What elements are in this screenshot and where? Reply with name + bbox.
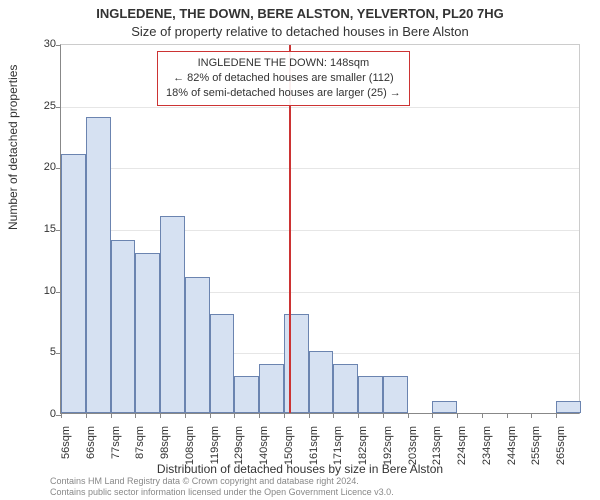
xtick-mark bbox=[234, 413, 235, 418]
ytick-label: 25 bbox=[16, 100, 56, 112]
ytick-label: 15 bbox=[16, 223, 56, 235]
histogram-bar bbox=[556, 401, 581, 413]
xtick-mark bbox=[135, 413, 136, 418]
histogram-bar bbox=[284, 314, 309, 413]
xtick-mark bbox=[408, 413, 409, 418]
histogram-bar bbox=[358, 376, 383, 413]
histogram-bar bbox=[333, 364, 358, 413]
y-axis-label: Number of detached properties bbox=[6, 65, 20, 230]
xtick-mark bbox=[259, 413, 260, 418]
histogram-bar bbox=[86, 117, 111, 413]
xtick-mark bbox=[185, 413, 186, 418]
histogram-bar bbox=[383, 376, 408, 413]
xtick-mark bbox=[432, 413, 433, 418]
xtick-mark bbox=[61, 413, 62, 418]
xtick-mark bbox=[309, 413, 310, 418]
annotation-box: INGLEDENE THE DOWN: 148sqm ← 82% of deta… bbox=[157, 51, 410, 106]
xtick-mark bbox=[111, 413, 112, 418]
chart-subtitle: Size of property relative to detached ho… bbox=[0, 24, 600, 39]
plot-area: INGLEDENE THE DOWN: 148sqm ← 82% of deta… bbox=[60, 44, 580, 414]
histogram-bar bbox=[135, 253, 160, 413]
xtick-mark bbox=[210, 413, 211, 418]
histogram-bar bbox=[160, 216, 185, 413]
xtick-mark bbox=[160, 413, 161, 418]
ytick-label: 20 bbox=[16, 161, 56, 173]
annotation-line3: 18% of semi-detached houses are larger (… bbox=[166, 86, 401, 101]
histogram-bar bbox=[432, 401, 457, 413]
xtick-mark bbox=[507, 413, 508, 418]
histogram-bar bbox=[61, 154, 86, 413]
ytick-label: 30 bbox=[16, 38, 56, 50]
histogram-bar bbox=[259, 364, 284, 413]
histogram-bar bbox=[111, 240, 136, 413]
histogram-bar bbox=[185, 277, 210, 413]
histogram-bar bbox=[210, 314, 235, 413]
ytick-label: 10 bbox=[16, 285, 56, 297]
xtick-mark bbox=[284, 413, 285, 418]
annotation-line2: ← 82% of detached houses are smaller (11… bbox=[166, 71, 401, 86]
xtick-mark bbox=[531, 413, 532, 418]
xtick-mark bbox=[383, 413, 384, 418]
ytick-label: 0 bbox=[16, 408, 56, 420]
histogram-bar bbox=[309, 351, 334, 413]
x-axis-label: Distribution of detached houses by size … bbox=[0, 462, 600, 476]
histogram-bar bbox=[234, 376, 259, 413]
xtick-mark bbox=[333, 413, 334, 418]
footnote: Contains HM Land Registry data © Crown c… bbox=[50, 476, 394, 498]
xtick-mark bbox=[457, 413, 458, 418]
xtick-mark bbox=[358, 413, 359, 418]
footnote-line1: Contains HM Land Registry data © Crown c… bbox=[50, 476, 394, 487]
xtick-mark bbox=[86, 413, 87, 418]
annotation-line1: INGLEDENE THE DOWN: 148sqm bbox=[166, 56, 401, 71]
chart-container: INGLEDENE, THE DOWN, BERE ALSTON, YELVER… bbox=[0, 0, 600, 500]
footnote-line2: Contains public sector information licen… bbox=[50, 487, 394, 498]
chart-title: INGLEDENE, THE DOWN, BERE ALSTON, YELVER… bbox=[0, 6, 600, 21]
xtick-mark bbox=[482, 413, 483, 418]
ytick-label: 5 bbox=[16, 346, 56, 358]
xtick-mark bbox=[556, 413, 557, 418]
